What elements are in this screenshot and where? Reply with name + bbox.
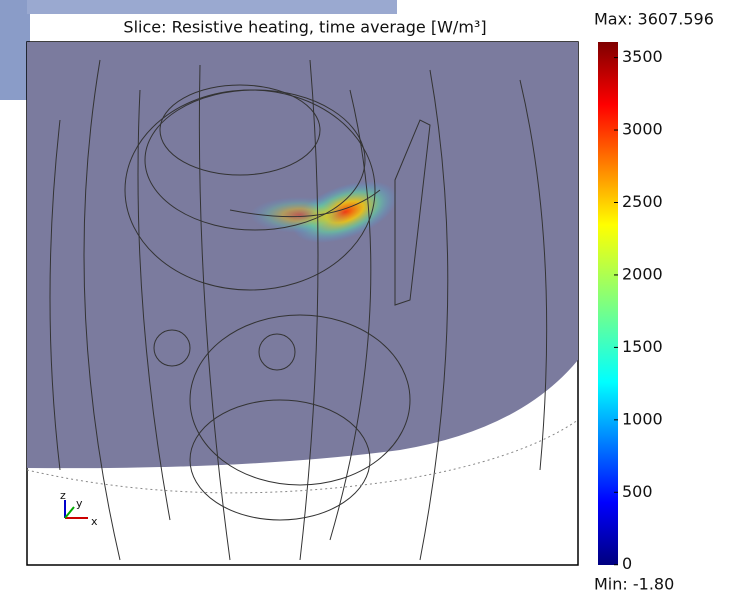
max-label: Max: 3607.596 [594,10,714,29]
heat-spot [250,197,350,233]
colorbar-tick-label: 1500 [622,337,663,356]
triad-label: x [91,515,98,528]
colorbar [598,42,618,565]
axis-triad [64,500,88,519]
plot-title: Slice: Resistive heating, time average [… [123,18,486,37]
background-window [27,0,397,14]
colorbar-tick-label: 2000 [622,264,663,283]
slice-surface [27,42,578,469]
triad-label: y [76,497,83,510]
colorbar-tick-label: 3000 [622,120,663,139]
min-label: Min: -1.80 [594,575,674,594]
background-window [0,0,30,100]
triad-label: z [60,489,66,502]
colorbar-tick-label: 500 [622,482,653,501]
scene [27,42,578,561]
colorbar-tick-label: 1000 [622,409,663,428]
wireframe [27,59,578,561]
triad-y [64,506,75,519]
colorbar-tick-label: 2500 [622,192,663,211]
colorbar-tick-label: 3500 [622,47,663,66]
colorbar-tick-label: 0 [622,554,632,573]
